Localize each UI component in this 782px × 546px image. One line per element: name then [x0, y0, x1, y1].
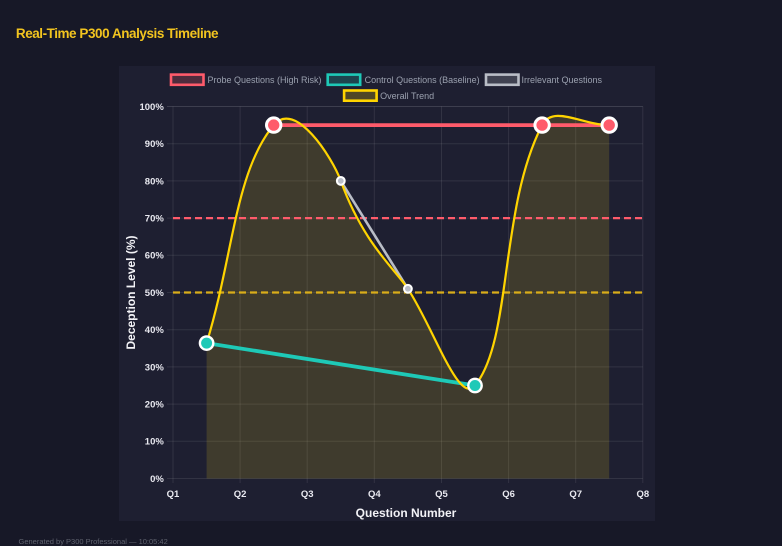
- svg-text:Irrelevant Questions: Irrelevant Questions: [522, 75, 603, 85]
- svg-text:Q6: Q6: [502, 489, 515, 500]
- svg-text:70%: 70%: [145, 214, 165, 225]
- svg-text:Overall Trend: Overall Trend: [380, 91, 434, 101]
- svg-text:Q2: Q2: [234, 489, 247, 500]
- svg-text:100%: 100%: [139, 102, 164, 113]
- svg-text:10%: 10%: [145, 437, 165, 448]
- svg-text:20%: 20%: [145, 400, 165, 411]
- svg-text:Q7: Q7: [569, 489, 582, 500]
- svg-text:80%: 80%: [145, 176, 165, 187]
- svg-text:Control Questions (Baseline): Control Questions (Baseline): [365, 75, 480, 85]
- svg-text:Q3: Q3: [301, 489, 314, 500]
- svg-text:90%: 90%: [145, 139, 165, 150]
- svg-text:Probe Questions (High Risk): Probe Questions (High Risk): [208, 75, 322, 85]
- svg-text:60%: 60%: [145, 251, 165, 262]
- svg-text:Question Number: Question Number: [356, 506, 457, 520]
- svg-text:Deception Level (%): Deception Level (%): [124, 235, 138, 349]
- svg-text:Q5: Q5: [435, 489, 448, 500]
- svg-text:Q8: Q8: [636, 489, 649, 500]
- svg-text:50%: 50%: [145, 288, 165, 299]
- svg-text:Q4: Q4: [368, 489, 381, 500]
- svg-text:0%: 0%: [150, 474, 164, 485]
- svg-text:30%: 30%: [145, 362, 165, 373]
- svg-text:Q1: Q1: [167, 489, 180, 500]
- svg-text:40%: 40%: [145, 325, 165, 336]
